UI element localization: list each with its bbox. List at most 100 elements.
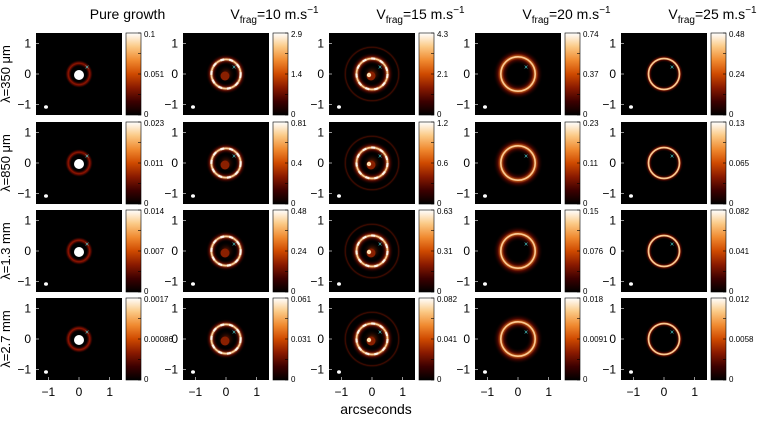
y-tick-label: 1	[317, 213, 324, 227]
y-tick-label: 1	[463, 36, 470, 50]
colorbar-min-label: 0	[583, 110, 588, 119]
colorbar-mid-label: 1.4	[291, 70, 303, 79]
heatmap-panel: × 0.061 0.031 0 1 0 −1	[164, 295, 311, 384]
heatmap-panel: × 1.2 0.6 0 1 0 −1	[310, 119, 448, 208]
central-source-core	[366, 161, 372, 167]
ring-highlight	[647, 146, 681, 180]
x-tick-label: 0	[76, 385, 83, 399]
colorbar-max-label: 0.1	[144, 30, 156, 39]
y-tick-label: −1	[602, 363, 616, 377]
heatmap-panel: × 0.012 0.0058 0 1 0 −1	[602, 295, 754, 384]
row-label: λ=2.7 mm	[0, 310, 13, 367]
central-source	[220, 336, 230, 346]
planet-marker: ×	[670, 330, 674, 337]
ring-highlight	[647, 57, 681, 91]
colorbar-min-label: 0	[144, 375, 149, 384]
x-tick-label: −1	[626, 385, 640, 399]
beam-ellipse	[44, 370, 48, 374]
y-tick-label: 1	[171, 125, 178, 139]
beam-ellipse	[337, 282, 341, 286]
colorbar-mid-label: 0.065	[729, 159, 750, 168]
y-tick-label: 0	[609, 332, 616, 346]
column-title: Pure growth	[90, 6, 165, 22]
y-tick-label: 0	[24, 244, 31, 258]
y-tick-label: 0	[24, 332, 31, 346]
central-source	[220, 160, 230, 170]
heatmap-panel: × 0.23 0.11 0 1 0 −1	[456, 119, 599, 208]
y-tick-label: −1	[602, 275, 616, 289]
central-source	[74, 70, 84, 80]
beam-ellipse	[483, 282, 487, 286]
x-tick-label: 1	[106, 385, 113, 399]
colorbar-mid-label: 0.31	[437, 247, 453, 256]
y-tick-label: −1	[310, 363, 324, 377]
ring-clumps	[210, 58, 242, 90]
y-tick-label: −1	[17, 187, 31, 201]
ring-highlight	[499, 145, 536, 182]
ring-clumps	[355, 322, 389, 356]
y-tick-label: 0	[317, 244, 324, 258]
planet-marker: ×	[524, 330, 528, 337]
beam-ellipse	[629, 282, 633, 286]
ring-clumps	[210, 235, 242, 267]
heatmap-panel: × 2.9 1.4 0 1 0 −1	[164, 30, 302, 119]
beam-ellipse	[483, 370, 487, 374]
column-titles: Pure growth Vfrag=10 m.s−1 Vfrag=15 m.s−1 V…	[90, 5, 757, 26]
x-axis: −1 0 1 −1 0 1 −1 0 1 −1 0 1 −1 0 1	[41, 385, 698, 399]
colorbar-mid-label: 0.11	[583, 159, 599, 168]
panel-grid: × 0.1 0.051 0 1 0 −1 × 2.9 1.4 0 1 0 −1 × 4.3 2.1 0 1 0 −1 × 0…	[17, 30, 754, 384]
colorbar-min-label: 0	[291, 199, 296, 208]
y-tick-label: 1	[463, 213, 470, 227]
planet-marker: ×	[524, 154, 528, 161]
y-tick-label: 0	[171, 156, 178, 170]
y-tick-label: 0	[463, 332, 470, 346]
emission-ring	[475, 31, 561, 117]
colorbar-mid-label: 0.6	[437, 159, 449, 168]
colorbar-mid-label: 0.041	[437, 335, 458, 344]
ring-clumps	[210, 147, 242, 179]
colorbar-max-label: 0.63	[437, 207, 453, 216]
colorbar-mid-label: 0.24	[291, 247, 307, 256]
colorbar-max-label: 0.082	[437, 295, 458, 304]
y-tick-label: 1	[171, 301, 178, 315]
x-tick-label: −1	[41, 385, 55, 399]
y-tick-label: 1	[24, 213, 31, 227]
y-tick-label: 0	[609, 244, 616, 258]
y-tick-label: −1	[164, 187, 178, 201]
ring-highlight	[67, 62, 91, 86]
beam-ellipse	[44, 282, 48, 286]
emission-ring	[621, 120, 707, 206]
beam-ellipse	[483, 194, 487, 198]
colorbar-max-label: 0.13	[729, 119, 745, 128]
y-tick-label: −1	[456, 187, 470, 201]
colorbar-max-label: 0.81	[291, 119, 307, 128]
y-tick-label: −1	[602, 187, 616, 201]
x-tick-label: 0	[515, 385, 522, 399]
y-tick-label: 0	[317, 67, 324, 81]
x-axis-label: arcseconds	[340, 401, 412, 417]
ring-clumps	[355, 57, 389, 91]
colorbar-min-label: 0	[291, 287, 296, 296]
colorbar-max-label: 4.3	[437, 30, 449, 39]
y-tick-label: 1	[609, 125, 616, 139]
colorbar-max-label: 0.018	[583, 295, 604, 304]
heatmap-panel: × 0.15 0.076 0 1 0 −1	[456, 207, 603, 296]
colorbar-mid-label: 0.24	[729, 70, 745, 79]
emission-ring	[475, 120, 561, 206]
colorbar-mid-label: 0.051	[144, 70, 165, 79]
beam-ellipse	[191, 282, 195, 286]
beam-ellipse	[629, 370, 633, 374]
heatmap-panel: × 0.48 0.24 0 1 0 −1	[164, 207, 307, 296]
y-tick-label: 0	[171, 67, 178, 81]
colorbar-min-label: 0	[437, 375, 442, 384]
y-tick-label: 0	[463, 244, 470, 258]
row-label: λ=350 μm	[0, 45, 13, 103]
y-tick-label: 0	[317, 156, 324, 170]
y-tick-label: 1	[609, 213, 616, 227]
beam-ellipse	[629, 194, 633, 198]
colorbar-mid-label: 2.1	[437, 70, 449, 79]
ring-clumps	[210, 323, 242, 355]
y-tick-label: −1	[164, 363, 178, 377]
heatmap-panel: × 0.48 0.24 0 1 0 −1	[602, 30, 745, 119]
